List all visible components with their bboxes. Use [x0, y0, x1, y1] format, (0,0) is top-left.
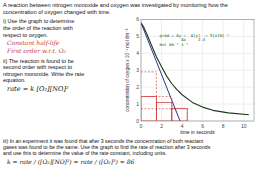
answer: Constant half-life	[7, 39, 60, 47]
x-tick-label: 0	[140, 123, 143, 129]
text-line: i) Use the graph to determine	[3, 18, 74, 24]
x-axis-label: time in seconds	[180, 129, 215, 135]
half-life-line-v	[187, 109, 188, 121]
half-life-line-v	[171, 96, 172, 121]
text-line: A reaction between nitrogen monoxide and…	[3, 2, 228, 8]
answer: k = rate / ([O₂][NO]²) = rate / ([O₂]³) …	[7, 158, 135, 165]
half-life-line-h	[141, 108, 187, 109]
y-tick-label: 1	[136, 101, 139, 107]
text-line: rate = k [O₂][NO]²	[7, 85, 69, 93]
y-tick-label: 4	[136, 50, 139, 56]
y-tick-label: 3	[136, 67, 139, 73]
chart: A reaction between nitrogen monoxide and…	[0, 0, 259, 194]
text-line: gases was found to be the same. Use the …	[3, 144, 211, 150]
text-line: iii) In an experiment it was found that …	[3, 138, 204, 144]
half-life-line-h	[141, 96, 172, 97]
plot-area	[141, 19, 254, 121]
text-line: and use this to determine the value of t…	[3, 150, 167, 156]
annotation: grad = Δy = Δ[y] = 5[x10]⁻¹ Δx 2.4mol dm…	[159, 33, 229, 48]
text-line: nitrogen monoxide. Write the rate	[3, 71, 84, 77]
x-tick-label: 4	[181, 123, 184, 129]
half-life-box	[156, 102, 171, 121]
grid	[141, 19, 254, 121]
text-line: k = rate / ([O₂][NO]²) = rate / ([O₂]³) …	[7, 158, 135, 165]
decay-curve	[141, 23, 249, 115]
y-tick-label: 6	[136, 16, 139, 22]
grid-line	[141, 53, 254, 54]
x-tick-label: 8	[222, 123, 225, 129]
text-line: Constant half-life	[7, 39, 60, 47]
x-tick-label: 10	[241, 123, 247, 129]
question: iii) In an experiment it was found that …	[3, 138, 211, 156]
grid-line	[141, 70, 254, 71]
question: ii) The reaction is found to besecond or…	[3, 58, 84, 84]
text-line: concentration of oxygen changed with tim…	[3, 9, 111, 15]
text-line: mol dm⁻³ s⁻¹	[159, 42, 188, 47]
y-tick-label: 0	[136, 118, 139, 124]
y-tick-label: 5	[136, 33, 139, 39]
grid-line	[141, 87, 254, 88]
x-tick-label: 2	[160, 123, 163, 129]
y-tick-label: 2	[136, 84, 139, 90]
text-line: the order of the reaction with	[3, 25, 73, 31]
text-line: First order w.r.t. O₂	[6, 47, 67, 54]
text-line: ii) The reaction is found to be	[3, 58, 74, 64]
y-axis-label: concentration of oxygen x 10⁻¹ mol dm⁻³	[125, 28, 130, 111]
title: A reaction between nitrogen monoxide and…	[3, 2, 228, 15]
marks	[141, 23, 249, 121]
text-line: equation.	[3, 77, 26, 83]
answer: rate = k [O₂][NO]²	[7, 85, 69, 93]
question: i) Use the graph to determinethe order o…	[3, 18, 74, 37]
plot-frame	[141, 19, 254, 121]
half-life-line-h	[141, 71, 156, 72]
x-tick-label: 6	[201, 123, 204, 129]
text-line: respect to oxygen.	[3, 32, 48, 38]
text-line: second order with respect to	[3, 64, 72, 70]
answer: First order w.r.t. O₂	[6, 47, 67, 54]
plot-background	[141, 19, 254, 121]
